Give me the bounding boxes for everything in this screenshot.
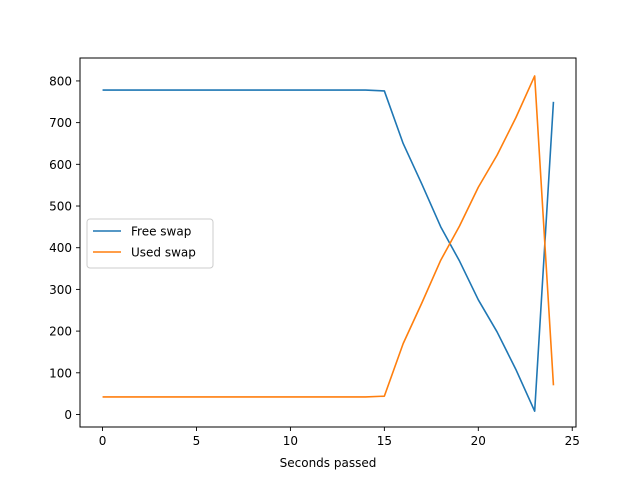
series-line-2 bbox=[102, 75, 555, 398]
legend-label: Free swap bbox=[131, 225, 191, 239]
x-tick-label: 5 bbox=[193, 434, 201, 448]
x-tick-label: 20 bbox=[471, 434, 486, 448]
y-tick-label: 800 bbox=[49, 74, 72, 88]
x-tick-label: 10 bbox=[283, 434, 298, 448]
legend: Free swap Used swap bbox=[86, 218, 214, 269]
series-line-1 bbox=[102, 89, 555, 412]
y-tick-label: 500 bbox=[49, 200, 72, 214]
x-axis: 0 5 10 15 20 25 bbox=[99, 427, 580, 448]
legend-label: Used swap bbox=[131, 246, 196, 260]
x-axis-label: Seconds passed bbox=[280, 456, 377, 470]
y-tick-label: 300 bbox=[49, 283, 72, 297]
y-tick-label: 0 bbox=[64, 408, 72, 422]
x-tick-label: 25 bbox=[565, 434, 580, 448]
x-tick-label: 15 bbox=[377, 434, 392, 448]
x-tick-label: 0 bbox=[99, 434, 107, 448]
y-tick-label: 600 bbox=[49, 158, 72, 172]
y-tick-label: 700 bbox=[49, 116, 72, 130]
y-tick-label: 100 bbox=[49, 366, 72, 380]
series-layer bbox=[102, 75, 555, 412]
y-tick-label: 400 bbox=[49, 241, 72, 255]
y-tick-label: 200 bbox=[49, 325, 72, 339]
plot-frame bbox=[79, 57, 577, 428]
y-axis: 0 100 200 300 400 500 600 700 800 bbox=[49, 74, 80, 422]
